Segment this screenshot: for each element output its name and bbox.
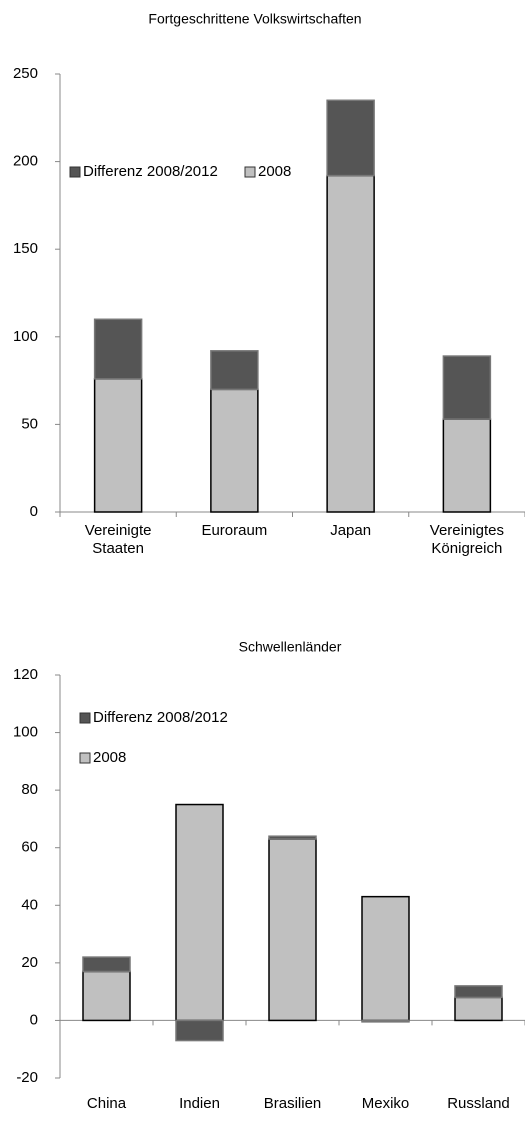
x-tick-label: Vereinigte Staaten — [84, 522, 152, 557]
bar — [268, 838, 317, 1022]
bar — [361, 895, 410, 1022]
legend-swatch — [79, 752, 91, 764]
bar — [82, 970, 131, 1022]
bar — [454, 996, 503, 1022]
bar — [210, 388, 259, 513]
x-tick-label: Euroraum — [201, 522, 268, 539]
bar — [93, 318, 143, 380]
x-tick-label: Vereinigtes Königreich — [429, 522, 504, 557]
x-tick-label: Indien — [179, 1095, 220, 1112]
chart-title: Fortgeschrittene Volkswirtschaften — [148, 11, 361, 27]
y-tick-label: 50 — [21, 415, 38, 432]
legend-swatch — [69, 166, 81, 178]
bar — [175, 803, 224, 1022]
bar — [454, 985, 503, 999]
x-tick-label: Mexiko — [361, 1095, 410, 1112]
y-tick-label: 40 — [21, 896, 38, 913]
legend-label: Differenz 2008/2012 — [93, 709, 228, 726]
legend-swatch — [244, 166, 256, 178]
y-tick-label: 0 — [30, 503, 38, 520]
legend-label: 2008 — [258, 163, 291, 180]
x-tick-label: China — [86, 1095, 127, 1112]
bar — [93, 378, 143, 513]
y-tick-label: -20 — [16, 1069, 38, 1086]
chart-title: Schwellenländer — [239, 639, 342, 655]
bar — [442, 355, 492, 420]
bar — [442, 418, 492, 513]
bar — [326, 99, 375, 177]
bar — [210, 350, 259, 391]
y-tick-label: 20 — [21, 954, 38, 971]
y-tick-label: 100 — [13, 724, 38, 741]
y-tick-label: 200 — [13, 153, 38, 170]
bar — [326, 174, 375, 513]
y-tick-label: 150 — [13, 240, 38, 257]
legend-label: Differenz 2008/2012 — [83, 163, 218, 180]
x-tick-label: Brasilien — [263, 1095, 322, 1112]
y-tick-label: 60 — [21, 839, 38, 856]
bar — [175, 1019, 224, 1042]
y-tick-label: 250 — [13, 65, 38, 82]
bar — [82, 956, 131, 973]
y-tick-label: 80 — [21, 781, 38, 798]
legend-swatch — [79, 712, 91, 724]
y-tick-label: 120 — [13, 666, 38, 683]
y-tick-label: 100 — [13, 328, 38, 345]
y-tick-label: 0 — [30, 1011, 38, 1028]
x-tick-label: Russland — [447, 1095, 510, 1112]
bar — [361, 1019, 410, 1023]
x-tick-label: Japan — [330, 522, 372, 539]
bar — [268, 835, 317, 840]
legend-label: 2008 — [93, 749, 126, 766]
